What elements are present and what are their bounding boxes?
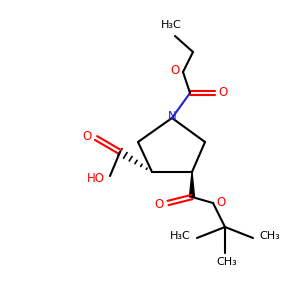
Text: H₃C: H₃C xyxy=(160,20,182,30)
Text: O: O xyxy=(216,196,226,209)
Text: H₃C: H₃C xyxy=(169,231,190,241)
Text: HO: HO xyxy=(87,172,105,184)
Text: N: N xyxy=(168,110,176,124)
Text: O: O xyxy=(170,64,180,77)
Text: CH₃: CH₃ xyxy=(260,231,280,241)
Text: O: O xyxy=(82,130,91,143)
Polygon shape xyxy=(190,172,194,197)
Text: O: O xyxy=(154,197,164,211)
Text: O: O xyxy=(218,86,228,100)
Text: CH₃: CH₃ xyxy=(217,257,237,267)
